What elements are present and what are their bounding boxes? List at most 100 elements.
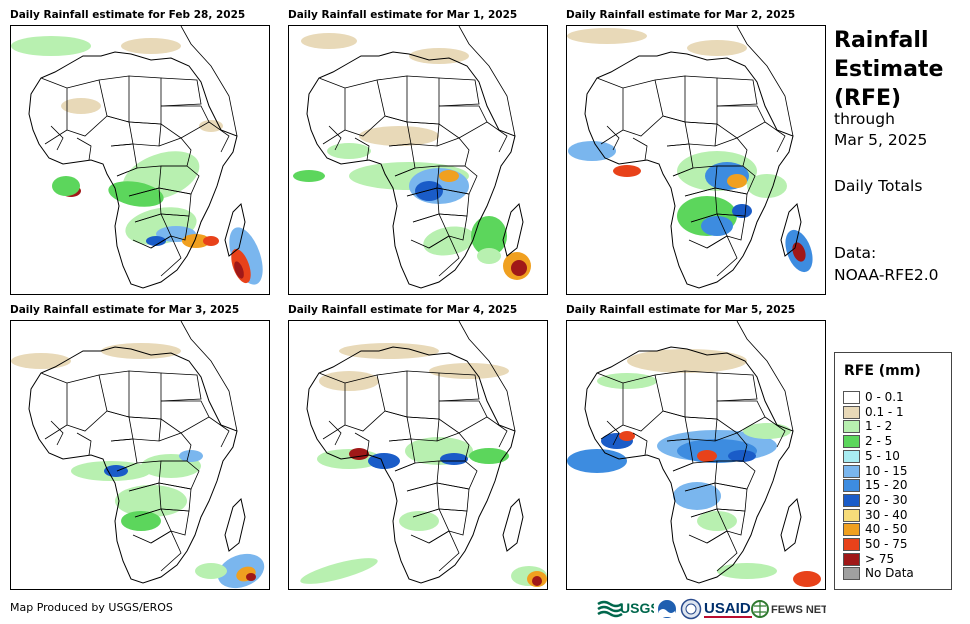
country-border [606,420,620,446]
rain-layer [11,36,263,285]
country-border [406,416,440,442]
legend-label: No Data [865,566,914,581]
country-border [684,416,718,442]
rain-patch-6 [701,216,733,236]
title-line-2: Estimate [834,57,944,82]
rain-patch-9 [532,576,542,586]
legend-label: 10 - 15 [865,463,908,478]
data-source: NOAA-RFE2.0 [834,266,939,284]
rain-patch-2 [415,181,443,201]
legend-swatch [843,435,860,449]
map-background [289,26,547,294]
country-border [596,77,624,145]
rain-layer [567,28,813,273]
legend-label: 0.1 - 1 [865,404,904,419]
country-border [606,125,620,151]
map-background [11,26,269,294]
coastline [306,346,516,584]
rain-patch-11 [234,261,244,279]
country-border [160,508,190,536]
country-border [150,530,182,572]
country-border [40,77,68,145]
rain-patch-7 [697,511,737,531]
country-border [40,372,68,440]
rain-patch-9 [511,260,527,276]
rain-patch-12 [717,563,777,579]
rain-patch-10 [101,343,181,359]
rain-layer [293,33,531,280]
rain-patch-12 [339,343,439,359]
red-sea-coast [180,321,238,432]
rain-patch-9 [11,353,71,369]
rain-patch-1 [349,448,369,460]
country-border [428,530,460,572]
country-border [716,372,758,402]
legend-swatch [843,567,860,581]
map-panel-6: Daily Rainfall estimate for Mar 5, 2025 [566,304,826,594]
madagascar-outline [780,203,802,257]
red-sea-coast [180,26,238,137]
usgs-logo-text: USGS [620,600,654,616]
country-border [160,372,202,402]
panel-title: Daily Rainfall estimate for Mar 5, 2025 [566,304,796,316]
country-border [318,372,346,440]
map-panel-1: Daily Rainfall estimate for Feb 28, 2025 [10,9,270,299]
country-border [438,213,468,241]
legend-swatch [843,552,860,566]
legend-swatch [843,508,860,522]
rain-layer [300,343,547,587]
fewsnet-logo-text: FEWS NET [771,604,826,616]
rain-patch-4 [52,176,80,196]
legend-swatch [843,464,860,478]
map-panel-5: Daily Rainfall estimate for Mar 4, 2025 [288,304,548,594]
rain-patch-6 [399,511,439,531]
panel-title: Daily Rainfall estimate for Mar 4, 2025 [288,304,518,316]
country-border [328,420,342,446]
rain-patch-7 [471,216,507,256]
coastline [28,346,238,584]
country-border [632,137,648,161]
coastline [584,346,794,584]
country-border [328,125,342,151]
usaid-logo-text: USAID [704,600,751,617]
credit-text: Map Produced by USGS/EROS [10,601,173,614]
country-border [76,137,92,161]
data-label: Data: [834,244,877,262]
legend-label: 20 - 30 [865,492,908,507]
rain-patch-6 [182,234,210,248]
country-border [160,213,190,241]
through-label: through [834,110,895,128]
rain-patch-5 [697,450,717,462]
legend-swatch [843,493,860,507]
noaa-logo [657,599,677,619]
coastline [306,51,516,289]
country-border [596,372,624,440]
country-border [128,121,162,147]
rain-patch-11 [195,563,227,579]
country-border [706,530,738,572]
country-border [50,125,64,151]
rain-patch-13 [300,558,378,584]
rain-patch-10 [477,248,501,264]
country-border [428,235,460,277]
country-border [150,235,182,277]
country-border [208,416,230,448]
madagascar-outline [502,498,524,552]
legend-swatch [843,479,860,493]
map-panel-2: Daily Rainfall estimate for Mar 1, 2025 [288,9,548,299]
country-border [406,121,440,147]
coastline [584,51,794,289]
rain-patch-5 [469,448,509,464]
legend-swatch [843,391,860,404]
country-border [438,508,468,536]
panel-title: Daily Rainfall estimate for Mar 1, 2025 [288,9,518,21]
country-border [318,77,346,145]
rain-patch-0 [568,141,616,161]
country-border [438,77,480,107]
rain-patch-7 [732,204,752,218]
legend-swatch [843,523,860,537]
title-line-3: (RFE) [834,86,902,111]
country-border [128,416,162,442]
country-border [76,432,92,456]
rain-patch-12 [687,40,747,56]
